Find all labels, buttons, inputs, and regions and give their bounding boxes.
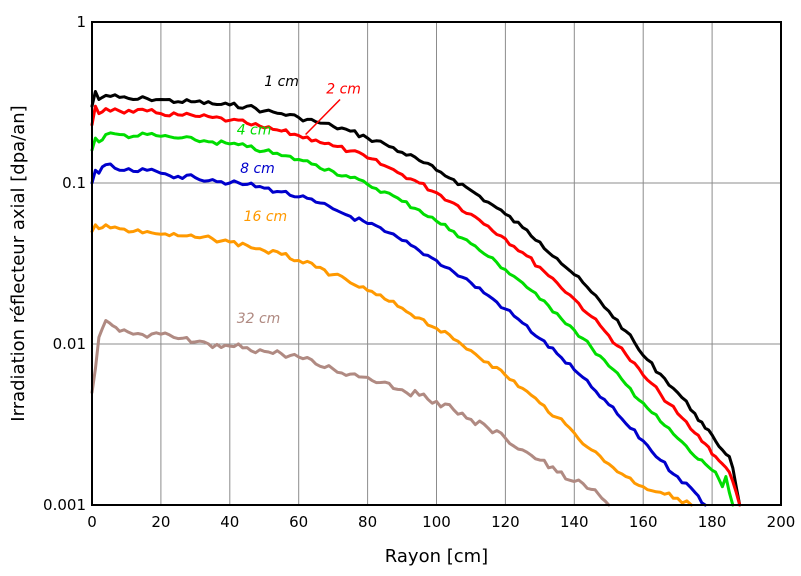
series-label-4-cm: 4 cm (237, 123, 272, 139)
series-label-2-cm: 2 cm (326, 81, 361, 97)
x-tick-label: 120 (491, 513, 520, 531)
x-tick-label: 180 (698, 513, 727, 531)
x-tick-label: 160 (629, 513, 658, 531)
series-label-8-cm: 8 cm (240, 161, 275, 177)
series-line-2-cm (90, 104, 742, 507)
plot-frame (91, 21, 782, 506)
y-tick-label: 0.01 (53, 335, 86, 353)
tick-labels: 0 20 40 60 80 100 120 140 160 180 200 0.001 0.01 0.1 1 (43, 13, 795, 531)
series-line-32-cm (90, 319, 611, 507)
x-tick-label: 200 (767, 513, 796, 531)
series-label-32-cm: 32 cm (237, 311, 281, 327)
x-tick-label: 40 (220, 513, 239, 531)
series-label-16-cm: 16 cm (244, 209, 288, 225)
x-tick-label: 100 (422, 513, 451, 531)
series-label-1-cm: 1 cm (264, 74, 299, 90)
series-line-1-cm (90, 90, 742, 507)
y-tick-label: 1 (76, 13, 86, 31)
series-line-8-cm (90, 162, 707, 507)
x-tick-label: 0 (87, 513, 97, 531)
x-axis-title: Rayon [cm] (385, 546, 488, 567)
series-lines (90, 90, 742, 507)
series-labels: 1 cm 2 cm 4 cm 8 cm 16 cm 32 cm (237, 74, 361, 327)
series-line-16-cm (90, 223, 693, 507)
y-axis-title: Irradiation réflecteur axial [dpa/an] (8, 105, 29, 421)
grid (91, 21, 782, 506)
x-tick-label: 60 (289, 513, 308, 531)
series-line-4-cm (90, 131, 735, 507)
x-tick-label: 80 (358, 513, 377, 531)
x-tick-label: 20 (151, 513, 170, 531)
y-tick-label: 0.1 (62, 174, 86, 192)
label-leader-line (305, 98, 341, 136)
x-tick-label: 140 (560, 513, 589, 531)
y-tick-label: 0.001 (43, 496, 86, 514)
